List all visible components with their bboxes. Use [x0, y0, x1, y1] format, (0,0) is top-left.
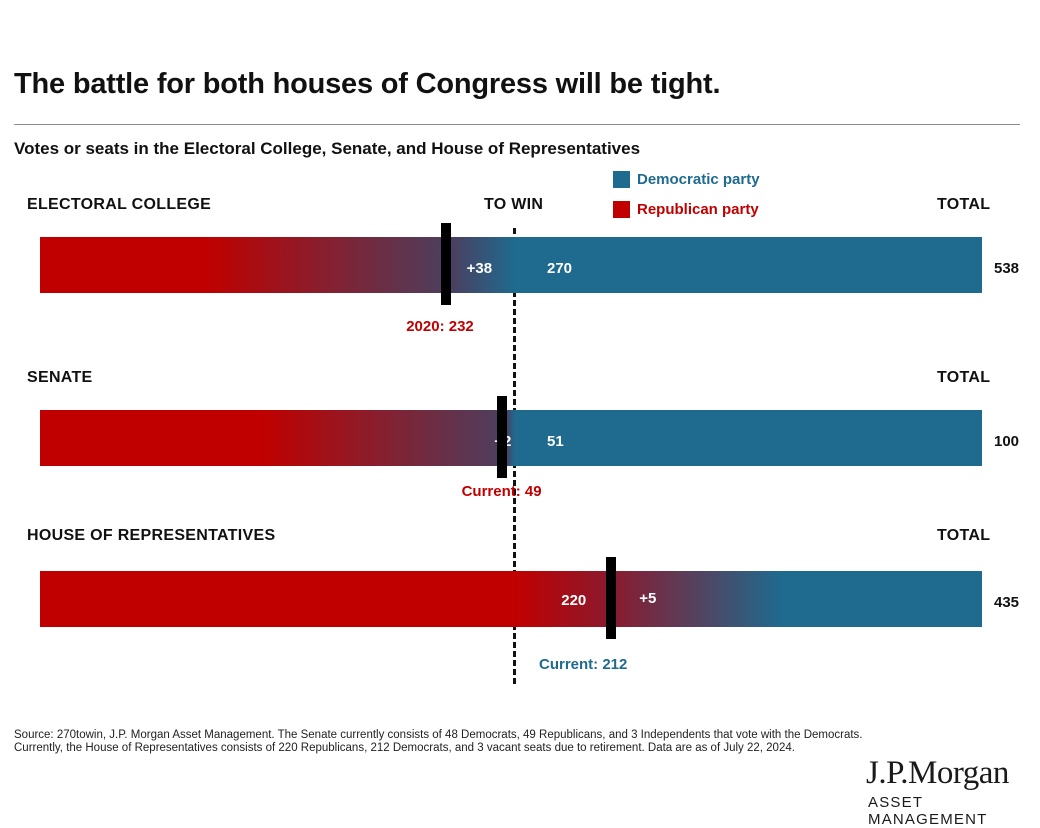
jpmorgan-logo-subtitle: ASSET MANAGEMENT — [868, 794, 988, 828]
diff-label-house: +5 — [639, 590, 657, 607]
row-label-electoral-college: ELECTORAL COLLEGE — [27, 196, 212, 213]
marker-house — [606, 557, 617, 639]
callout-senate: Current: 49 — [461, 483, 542, 500]
row-label-house: HOUSE OF REPRESENTATIVES — [27, 527, 276, 544]
callout-electoral-college: 2020: 232 — [406, 318, 474, 335]
total-header-house: TOTAL — [937, 527, 991, 544]
win-label-senate: 51 — [547, 433, 564, 450]
legend-item-democratic: Democratic party — [613, 171, 760, 188]
jpmorgan-logo: J.P.Morgan — [866, 755, 1009, 791]
row-label-senate: SENATE — [27, 369, 93, 386]
win-label-electoral-college: 270 — [547, 260, 573, 277]
chart-subtitle: Votes or seats in the Electoral College,… — [14, 139, 641, 158]
title-divider — [14, 124, 1020, 125]
bar-house — [40, 571, 982, 627]
legend-swatch-republican — [613, 201, 630, 218]
bar-electoral-college — [40, 237, 982, 293]
legend-label-republican: Republican party — [637, 201, 759, 218]
total-value-senate: 100 — [994, 433, 1020, 450]
total-value-electoral-college: 538 — [994, 260, 1020, 277]
callout-house: Current: 212 — [539, 656, 628, 673]
total-header-senate: TOTAL — [937, 369, 991, 386]
diff-label-electoral-college: +38 — [466, 260, 493, 277]
win-label-house: 220 — [561, 592, 587, 609]
to-win-label: TO WIN — [484, 196, 544, 213]
marker-senate — [496, 396, 507, 478]
marker-electoral-college — [441, 223, 452, 305]
legend-label-democratic: Democratic party — [637, 171, 760, 188]
total-value-house: 435 — [994, 594, 1020, 611]
total-header-electoral-college: TOTAL — [937, 196, 991, 213]
legend-swatch-democratic — [613, 171, 630, 188]
bar-senate — [40, 410, 982, 466]
legend-item-republican: Republican party — [613, 201, 759, 218]
chart-title: The battle for both houses of Congress w… — [14, 68, 721, 100]
source-note: Source: 270towin, J.P. Morgan Asset Mana… — [14, 729, 863, 754]
